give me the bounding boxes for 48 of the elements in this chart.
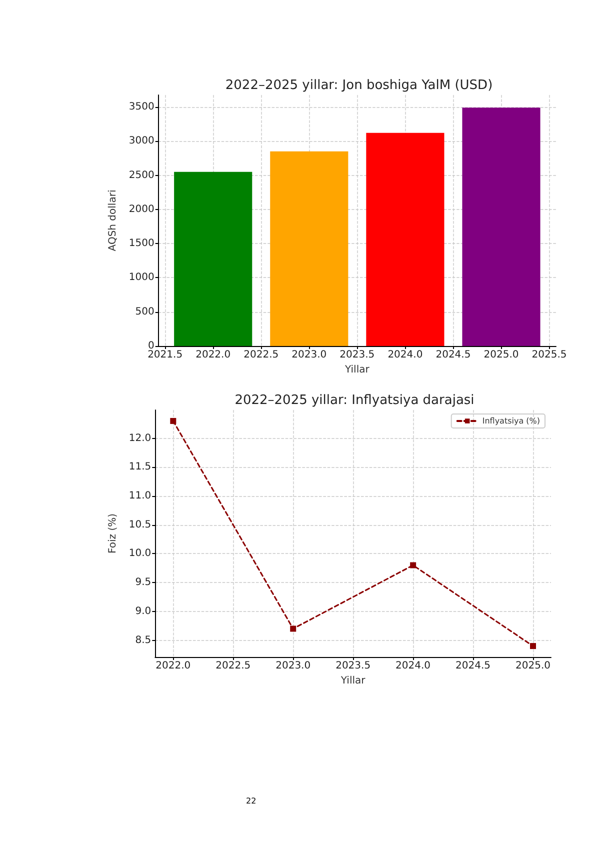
y-tick-label: 11.0 bbox=[128, 490, 152, 502]
y-tick-label: 1000 bbox=[128, 272, 154, 284]
x-tick-label: 2022.5 bbox=[244, 350, 279, 360]
x-axis-title: Yillar bbox=[340, 675, 366, 686]
y-tick-label: 0 bbox=[148, 340, 154, 352]
chart-title: 2022–2025 yillar: Inflyatsiya darajasi bbox=[234, 393, 474, 408]
x-tick-label: 2022.0 bbox=[156, 660, 191, 672]
y-tick-label: 2000 bbox=[128, 204, 154, 215]
y-tick-label: 12.0 bbox=[128, 432, 152, 444]
x-tick-label: 2025.0 bbox=[484, 350, 519, 360]
bar bbox=[366, 132, 444, 346]
bar bbox=[270, 151, 348, 346]
text: 22 bbox=[246, 796, 256, 806]
chart-title: 2022–2025 yillar: Jon boshiga YalM (USD) bbox=[225, 78, 493, 93]
x-tick-label: 2024.5 bbox=[436, 350, 471, 360]
y-tick-label: 9.5 bbox=[135, 577, 152, 588]
y-axis-title: AQSh dollari bbox=[108, 190, 118, 252]
point bbox=[290, 626, 296, 632]
y-tick-label: 500 bbox=[135, 306, 154, 318]
x-tick-label: 2023.0 bbox=[276, 660, 311, 672]
x-tick-label: 2025.0 bbox=[516, 660, 551, 672]
point bbox=[170, 418, 176, 424]
y-tick-label: 3000 bbox=[128, 136, 154, 147]
y-tick-label: 8.5 bbox=[135, 634, 152, 646]
y-tick-label: 9.0 bbox=[135, 606, 152, 617]
x-tick-label: 2023.0 bbox=[292, 350, 327, 360]
y-tick-label: 10.5 bbox=[128, 519, 152, 530]
x-tick-label: 2024.5 bbox=[456, 660, 491, 672]
x-tick-label: 2022.0 bbox=[196, 350, 231, 360]
legend-label: Inflyatsiya (%) bbox=[482, 416, 540, 426]
point bbox=[410, 562, 416, 568]
y-tick-label: 10.0 bbox=[128, 548, 152, 560]
bar bbox=[174, 172, 252, 346]
x-tick-label: 2023.5 bbox=[340, 350, 375, 360]
x-tick-label: 2024.0 bbox=[396, 660, 431, 672]
x-tick-label: 2025.5 bbox=[532, 350, 567, 360]
y-tick-label: 1500 bbox=[128, 238, 154, 250]
bar bbox=[462, 108, 540, 346]
x-tick-label: 2023.5 bbox=[336, 660, 371, 672]
y-tick-label: 2500 bbox=[128, 170, 154, 181]
x-tick-label: 2024.0 bbox=[388, 350, 423, 360]
x-tick-label: 2021.5 bbox=[148, 350, 183, 360]
x-tick-label: 2022.5 bbox=[216, 660, 251, 672]
y-tick-label: 11.5 bbox=[128, 462, 152, 473]
point bbox=[530, 643, 536, 650]
x-axis-title: Yillar bbox=[344, 364, 370, 376]
y-axis-title: Foiz (%) bbox=[108, 513, 118, 554]
y-tick-label: 3500 bbox=[128, 101, 154, 112]
